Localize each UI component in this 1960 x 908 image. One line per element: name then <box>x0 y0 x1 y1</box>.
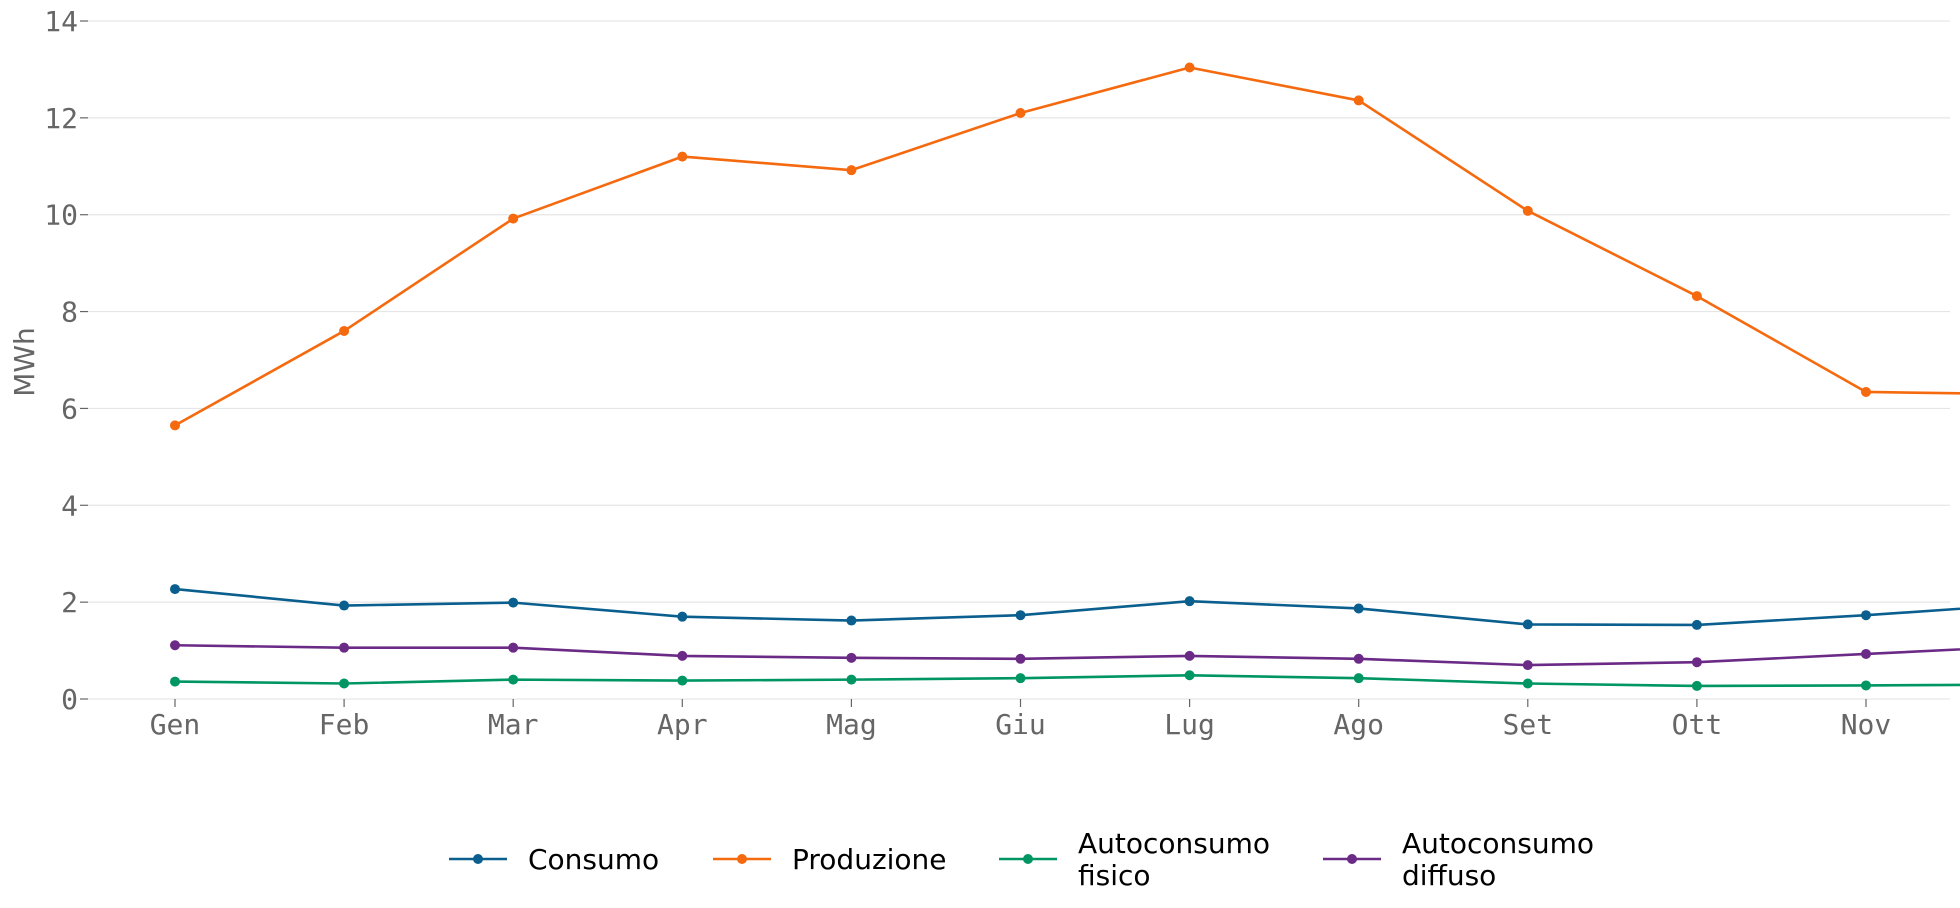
data-point <box>1522 205 1533 216</box>
legend-item: Consumo <box>449 843 659 876</box>
legend-marker <box>737 854 747 864</box>
data-point <box>1015 673 1026 684</box>
x-tick-label: Giu <box>995 708 1046 741</box>
legend-label: Consumo <box>528 843 659 876</box>
data-point <box>1015 653 1026 664</box>
y-tick-label: 14 <box>44 5 78 38</box>
data-point <box>846 165 857 176</box>
data-point <box>170 640 180 651</box>
data-point <box>846 674 857 685</box>
legend-item: Produzione <box>713 843 947 876</box>
data-point <box>677 611 688 622</box>
data-point <box>1691 680 1702 691</box>
data-point <box>339 600 350 611</box>
series-3 <box>170 640 1960 671</box>
series-1 <box>170 62 1960 431</box>
series-line <box>174 643 1960 667</box>
y-tick-label: 10 <box>44 199 78 232</box>
series-lines <box>170 62 1960 691</box>
legend-item: Autoconsumo diffuso <box>1323 827 1594 892</box>
data-point <box>170 584 180 595</box>
legend-marker <box>1023 854 1033 864</box>
legend-label: Autoconsumo fisico <box>1078 827 1270 892</box>
data-point <box>1691 619 1702 630</box>
data-point <box>508 597 519 608</box>
data-point <box>1184 670 1195 681</box>
x-axis-ticks: GenFebMarAprMagGiuLugAgoSetOttNovDic <box>150 699 1892 741</box>
y-tick-label: 4 <box>61 489 78 522</box>
x-tick-label: Apr <box>657 708 708 741</box>
data-point <box>508 213 519 224</box>
data-point <box>1691 291 1702 302</box>
data-point <box>508 642 519 653</box>
data-point <box>1861 648 1871 659</box>
series-line <box>174 66 1960 427</box>
data-point <box>1015 108 1026 119</box>
data-point <box>1353 603 1364 614</box>
data-point <box>1353 95 1364 106</box>
x-tick-label: Ago <box>1333 708 1384 741</box>
x-tick-label: Lug <box>1164 708 1215 741</box>
y-axis-ticks: 0 2 4 6 8 10 12 14 <box>44 5 88 716</box>
legend-label: Produzione <box>792 843 947 876</box>
legend-marker <box>473 854 483 864</box>
data-point <box>1861 610 1871 621</box>
x-tick-label: Gen <box>150 708 201 741</box>
y-axis-label: MWh <box>8 327 41 397</box>
data-point <box>677 151 688 162</box>
data-point <box>846 615 857 626</box>
data-point <box>1353 653 1364 664</box>
x-tick-label: Nov <box>1841 708 1892 741</box>
y-tick-label: 2 <box>61 586 78 619</box>
legend: Consumo Produzione Autoconsumo fisico Autoco… <box>449 827 1594 892</box>
data-point <box>170 676 180 687</box>
data-point <box>170 420 180 431</box>
data-point <box>339 678 350 689</box>
data-point <box>1522 619 1533 630</box>
data-point <box>1691 657 1702 668</box>
data-point <box>1522 678 1533 689</box>
x-tick-label: Feb <box>319 708 370 741</box>
y-tick-label: 12 <box>44 102 78 135</box>
series-line <box>174 673 1960 688</box>
x-tick-label: Mag <box>826 708 877 741</box>
legend-item: Autoconsumo fisico <box>999 827 1270 892</box>
legend-label: Autoconsumo diffuso <box>1402 827 1594 892</box>
gridlines <box>88 20 1950 700</box>
y-tick-label: 8 <box>61 296 78 329</box>
series-0 <box>170 584 1960 630</box>
data-point <box>677 650 688 661</box>
data-point <box>1353 673 1364 684</box>
data-point <box>1015 610 1026 621</box>
data-point <box>1184 62 1195 73</box>
data-point <box>339 325 350 336</box>
x-tick-label: Mar <box>488 708 539 741</box>
series-line <box>174 587 1960 627</box>
series-2 <box>170 670 1960 691</box>
legend-marker <box>1347 854 1357 864</box>
data-point <box>508 674 519 685</box>
data-point <box>339 642 350 653</box>
data-point <box>1861 386 1871 397</box>
data-point <box>677 675 688 686</box>
x-tick-label: Set <box>1503 708 1554 741</box>
data-point <box>1184 596 1195 607</box>
y-tick-label: 6 <box>61 392 78 425</box>
data-point <box>1861 680 1871 691</box>
data-point <box>1522 660 1533 671</box>
data-point <box>1184 650 1195 661</box>
data-point <box>846 652 857 663</box>
x-tick-label: Ott <box>1672 708 1723 741</box>
y-tick-label: 0 <box>61 683 78 716</box>
